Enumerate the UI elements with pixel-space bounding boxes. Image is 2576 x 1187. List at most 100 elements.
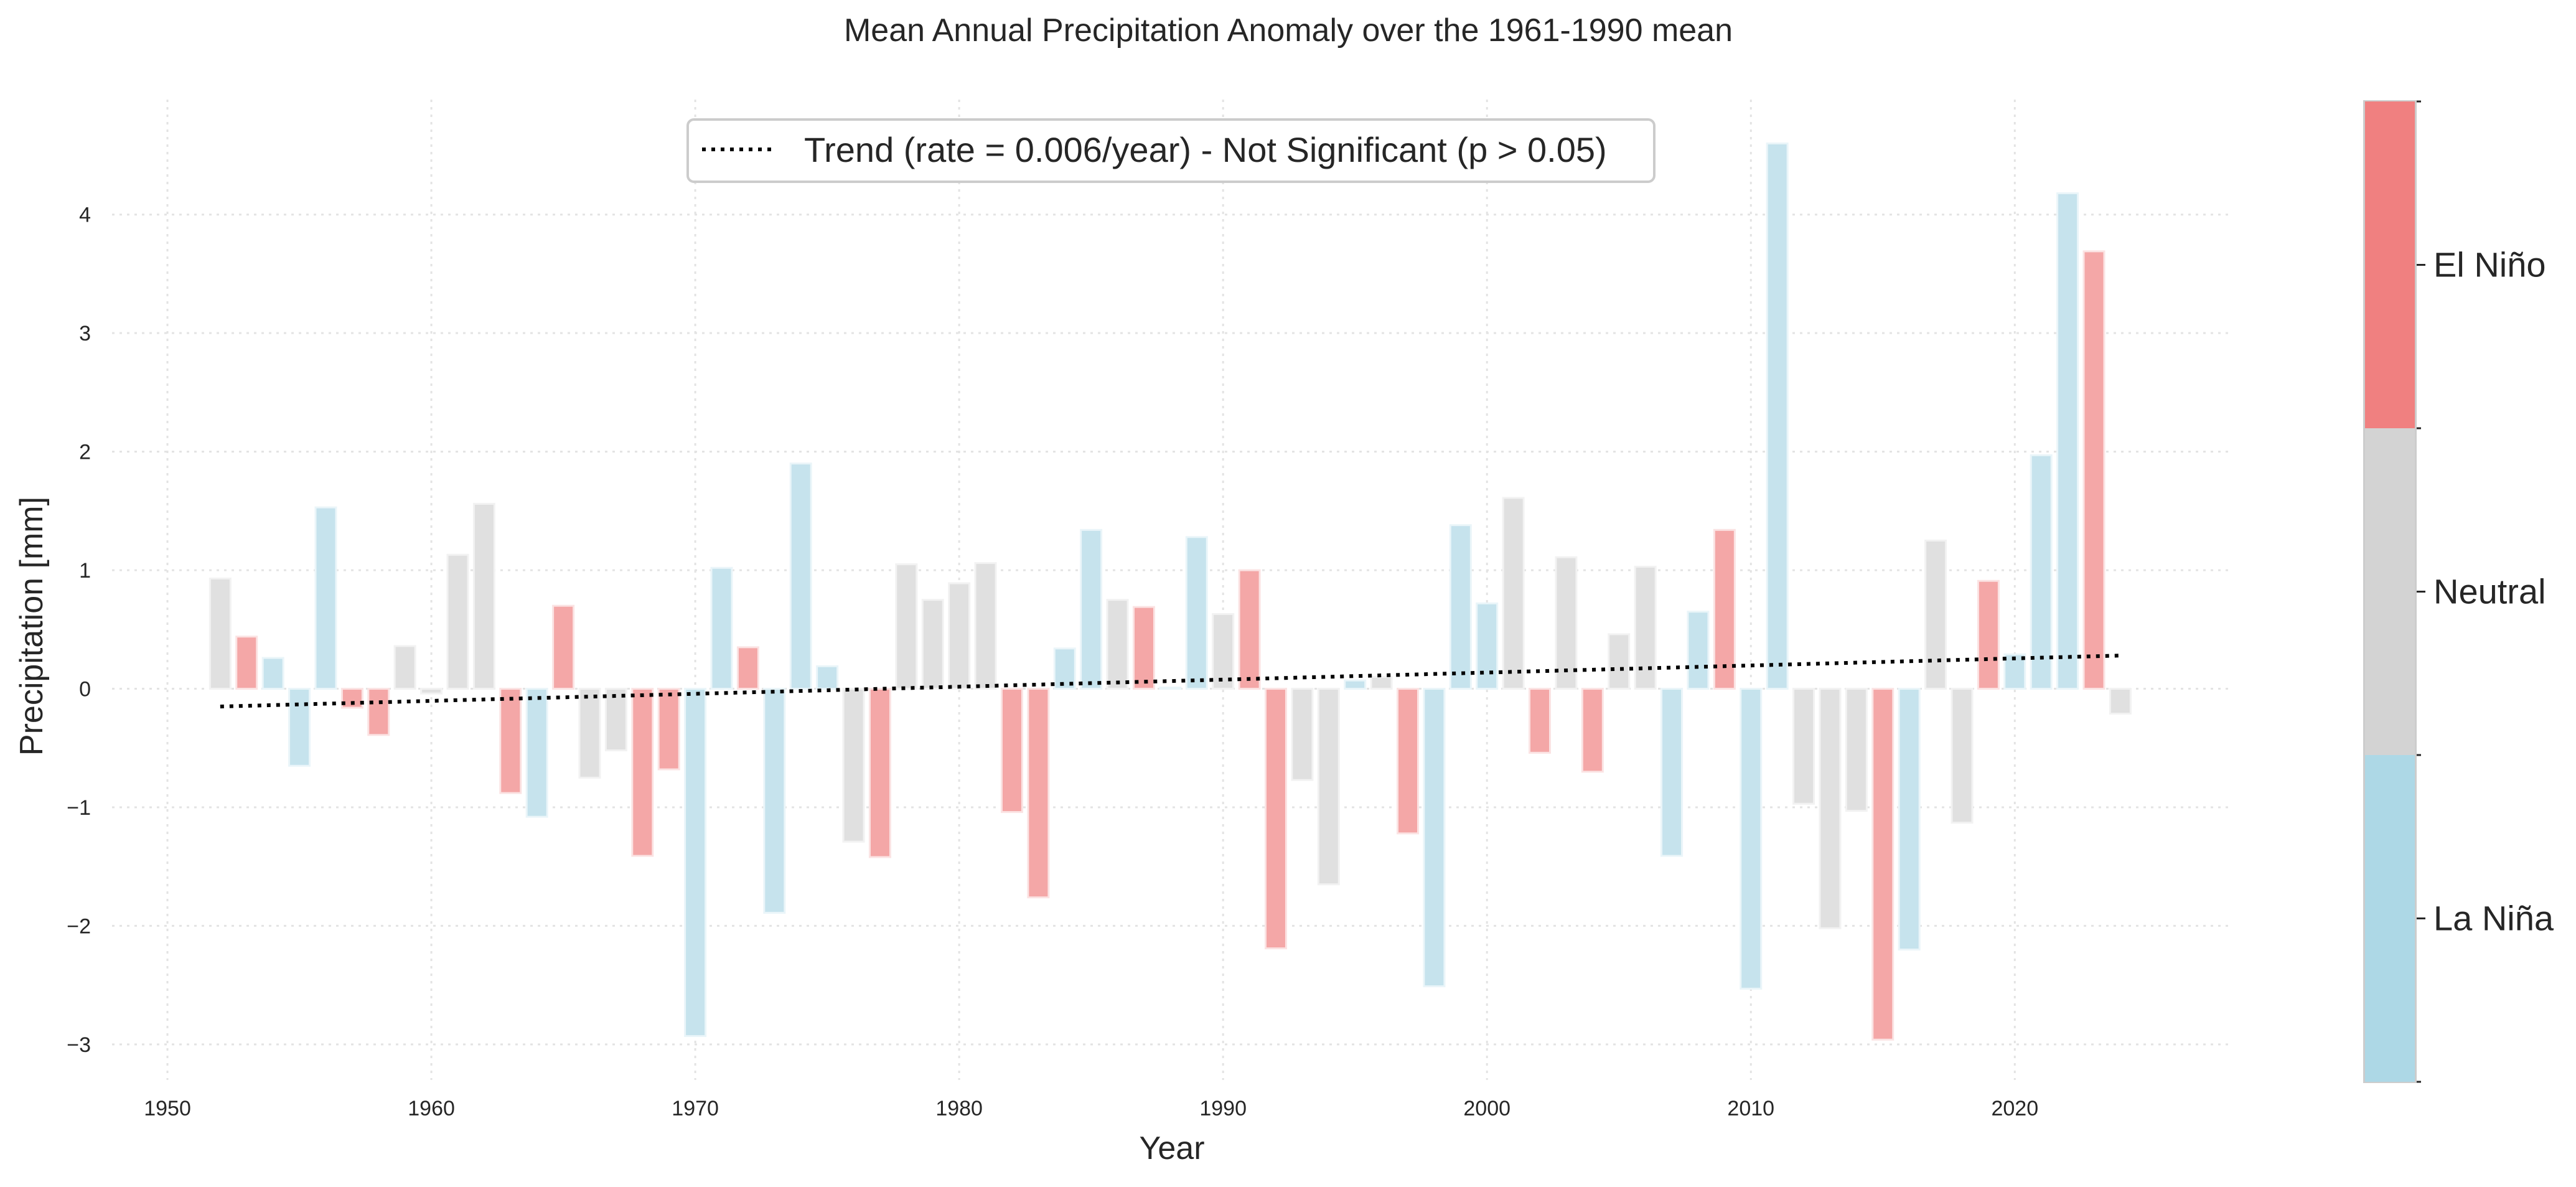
x-tick-label: 1980 [935, 1097, 983, 1120]
bar-1971 [710, 566, 733, 690]
bar-1987 [1132, 606, 1155, 690]
x-tick-labels: 1950 1960 1970 1980 1990 2000 2010 2020 [144, 1097, 2038, 1120]
chart-title: Mean Annual Precipitation Anomaly over t… [844, 12, 1733, 49]
bar-2004 [1581, 688, 1604, 773]
bar-2007 [1660, 688, 1684, 857]
y-tick-label: −1 [67, 796, 91, 820]
bar-2012 [1792, 688, 1815, 805]
bar-1952 [208, 577, 232, 690]
bar-2018 [1951, 688, 1974, 824]
bar-2011 [1766, 142, 1789, 690]
bar-1997 [1397, 688, 1420, 835]
bar-2009 [1713, 528, 1736, 690]
y-axis-label: Precipitation [mm] [14, 497, 50, 756]
bar-1972 [736, 646, 759, 690]
bar-1994 [1317, 688, 1340, 886]
bar-2016 [1898, 688, 1921, 951]
colorbar-label: Neutral [2433, 572, 2546, 611]
bar-2014 [1845, 688, 1868, 812]
x-tick-label: 2000 [1463, 1097, 1510, 1120]
bar-1983 [1027, 688, 1050, 899]
y-tick-labels: −3 −2 −1 0 1 2 3 4 [67, 204, 91, 1057]
colorbar-segment [2365, 428, 2415, 755]
bar-1953 [235, 636, 258, 690]
y-tick-label: 4 [79, 204, 91, 227]
legend: Trend (rate = 0.006/year) - Not Signific… [686, 118, 1656, 183]
bar-2021 [2030, 454, 2053, 690]
bar-1995 [1344, 679, 1367, 690]
bar-1954 [261, 657, 284, 690]
x-tick-label: 1950 [144, 1097, 191, 1120]
legend-label: Trend (rate = 0.006/year) - Not Signific… [804, 130, 1607, 169]
bar-1998 [1423, 688, 1446, 988]
bar-1990 [1212, 613, 1235, 690]
bar-1958 [367, 688, 390, 736]
bar-2023 [2082, 250, 2105, 690]
bar-2015 [1871, 688, 1895, 1041]
x-tick-label: 2020 [1991, 1097, 2038, 1120]
bar-1999 [1449, 524, 1472, 690]
colorbar-segment [2365, 101, 2415, 428]
bar-1980 [948, 582, 971, 690]
bar-2017 [1924, 539, 1947, 690]
bar-1964 [525, 688, 548, 818]
bar-2024 [2109, 688, 2132, 715]
colorbar: La Niña Neutral El Niño [2363, 100, 2554, 1083]
bar-1986 [1106, 599, 1129, 690]
bar-2001 [1502, 497, 1525, 690]
bar-1989 [1185, 536, 1208, 690]
y-tick-label: 2 [79, 441, 91, 464]
bar-1976 [842, 688, 865, 843]
legend-box [686, 118, 1656, 183]
bar-1956 [314, 506, 337, 690]
y-tick-label: 1 [79, 559, 91, 583]
colorbar-label: El Niño [2433, 245, 2546, 284]
bar-2000 [1476, 602, 1499, 690]
bar-1993 [1291, 688, 1314, 781]
y-tick-label: −3 [67, 1033, 91, 1057]
bar-2019 [1977, 579, 2000, 690]
bar-1961 [446, 553, 469, 690]
bar-1981 [974, 562, 997, 690]
bar-2006 [1634, 565, 1657, 690]
x-tick-label: 1970 [672, 1097, 719, 1120]
bar-2010 [1740, 688, 1763, 990]
y-tick-label: −2 [67, 914, 91, 938]
bar-1975 [816, 665, 839, 690]
bar-2008 [1687, 611, 1710, 690]
bar-1969 [657, 688, 680, 771]
bar-1982 [1000, 688, 1023, 814]
bar-1966 [578, 688, 601, 779]
bar-1991 [1238, 569, 1261, 690]
x-axis-label: Year [1139, 1130, 1204, 1166]
colorbar-segment [2365, 755, 2415, 1082]
bar-1962 [472, 502, 495, 690]
colorbar-label: La Niña [2433, 899, 2554, 938]
x-tick-label: 2010 [1727, 1097, 1774, 1120]
bars [208, 142, 2132, 1041]
bar-1979 [921, 599, 944, 690]
bar-1959 [393, 645, 416, 690]
bar-1970 [684, 688, 707, 1038]
bar-1978 [895, 563, 918, 690]
bar-2022 [2056, 192, 2079, 690]
bar-1985 [1080, 528, 1103, 690]
bar-1977 [868, 688, 891, 858]
bar-1988 [1159, 687, 1182, 690]
bar-1992 [1264, 688, 1287, 950]
bar-1963 [499, 688, 522, 794]
bar-2002 [1529, 688, 1552, 754]
bar-2013 [1819, 688, 1842, 929]
x-tick-label: 1990 [1199, 1097, 1247, 1120]
bar-1973 [763, 688, 786, 914]
bar-1965 [552, 604, 575, 690]
bar-1968 [631, 688, 654, 857]
bar-1960 [420, 688, 443, 695]
bar-1955 [288, 688, 311, 767]
bar-1974 [789, 462, 812, 690]
x-tick-label: 1960 [408, 1097, 455, 1120]
y-tick-label: 0 [79, 678, 91, 701]
y-tick-label: 3 [79, 322, 91, 345]
bar-1967 [604, 688, 627, 752]
